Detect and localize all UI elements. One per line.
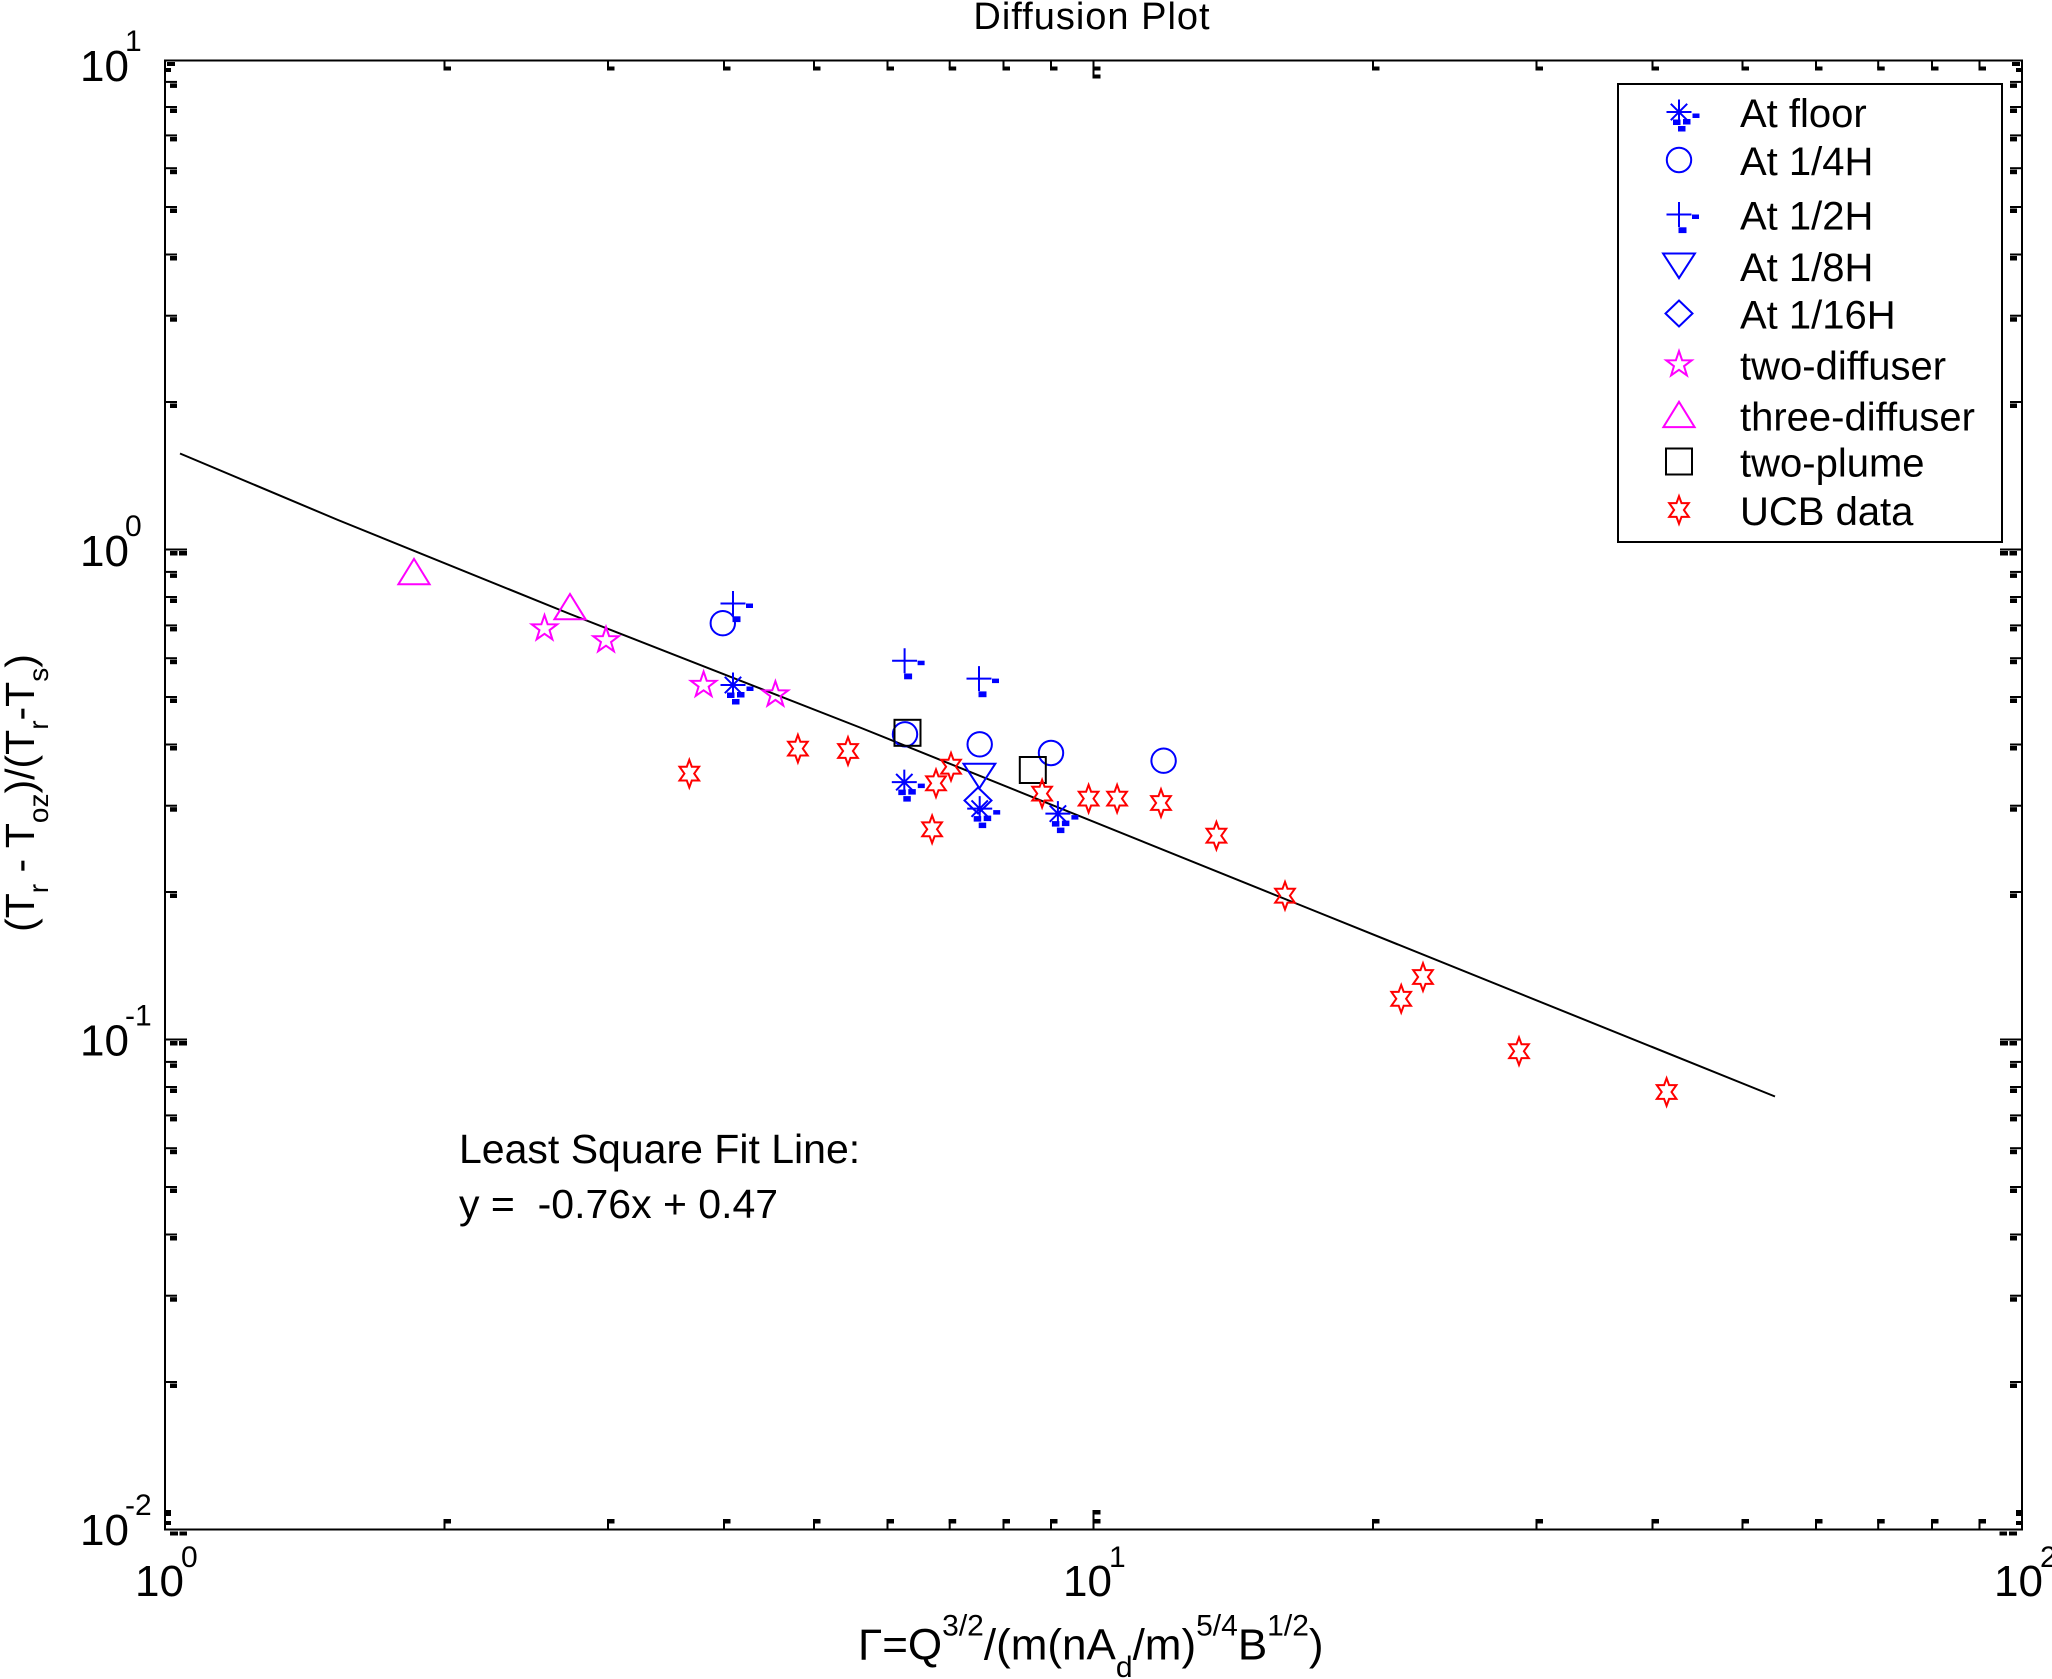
svg-text:y = -0.76x + 0.47: y = -0.76x + 0.47 [459, 1181, 778, 1227]
svg-text:1: 1 [1109, 1541, 1126, 1574]
svg-text:Diffusion Plot: Diffusion Plot [973, 0, 1210, 38]
svg-text:Least Square Fit Line:: Least Square Fit Line: [459, 1126, 860, 1172]
svg-text:0: 0 [181, 1541, 198, 1574]
svg-text:0: 0 [125, 510, 142, 543]
svg-text:At 1/8H: At 1/8H [1740, 246, 1873, 290]
svg-text:-2: -2 [125, 1489, 152, 1522]
svg-text:10: 10 [80, 42, 129, 91]
svg-text:At 1/16H: At 1/16H [1740, 294, 1896, 338]
svg-text:two-diffuser: two-diffuser [1740, 345, 1946, 389]
svg-text:10: 10 [80, 1506, 129, 1555]
svg-text:Γ=Q3/2/(m(nAd/m)5/4B1/2): Γ=Q3/2/(m(nAd/m)5/4B1/2) [858, 1610, 1324, 1679]
svg-text:10: 10 [1063, 1557, 1112, 1606]
svg-text:At 1/2H: At 1/2H [1740, 195, 1873, 239]
svg-text:1: 1 [125, 25, 142, 58]
svg-text:two-plume: two-plume [1740, 442, 1925, 486]
svg-text:2: 2 [2040, 1541, 2052, 1574]
svg-text:10: 10 [80, 1016, 129, 1065]
svg-text:three-diffuser: three-diffuser [1740, 396, 1975, 440]
svg-text:10: 10 [80, 527, 129, 576]
svg-text:-1: -1 [125, 999, 152, 1032]
svg-text:10: 10 [1994, 1557, 2043, 1606]
svg-text:At floor: At floor [1740, 92, 1867, 136]
svg-text:UCB data: UCB data [1740, 490, 1914, 534]
svg-text:10: 10 [135, 1557, 184, 1606]
svg-text:At 1/4H: At 1/4H [1740, 140, 1873, 184]
